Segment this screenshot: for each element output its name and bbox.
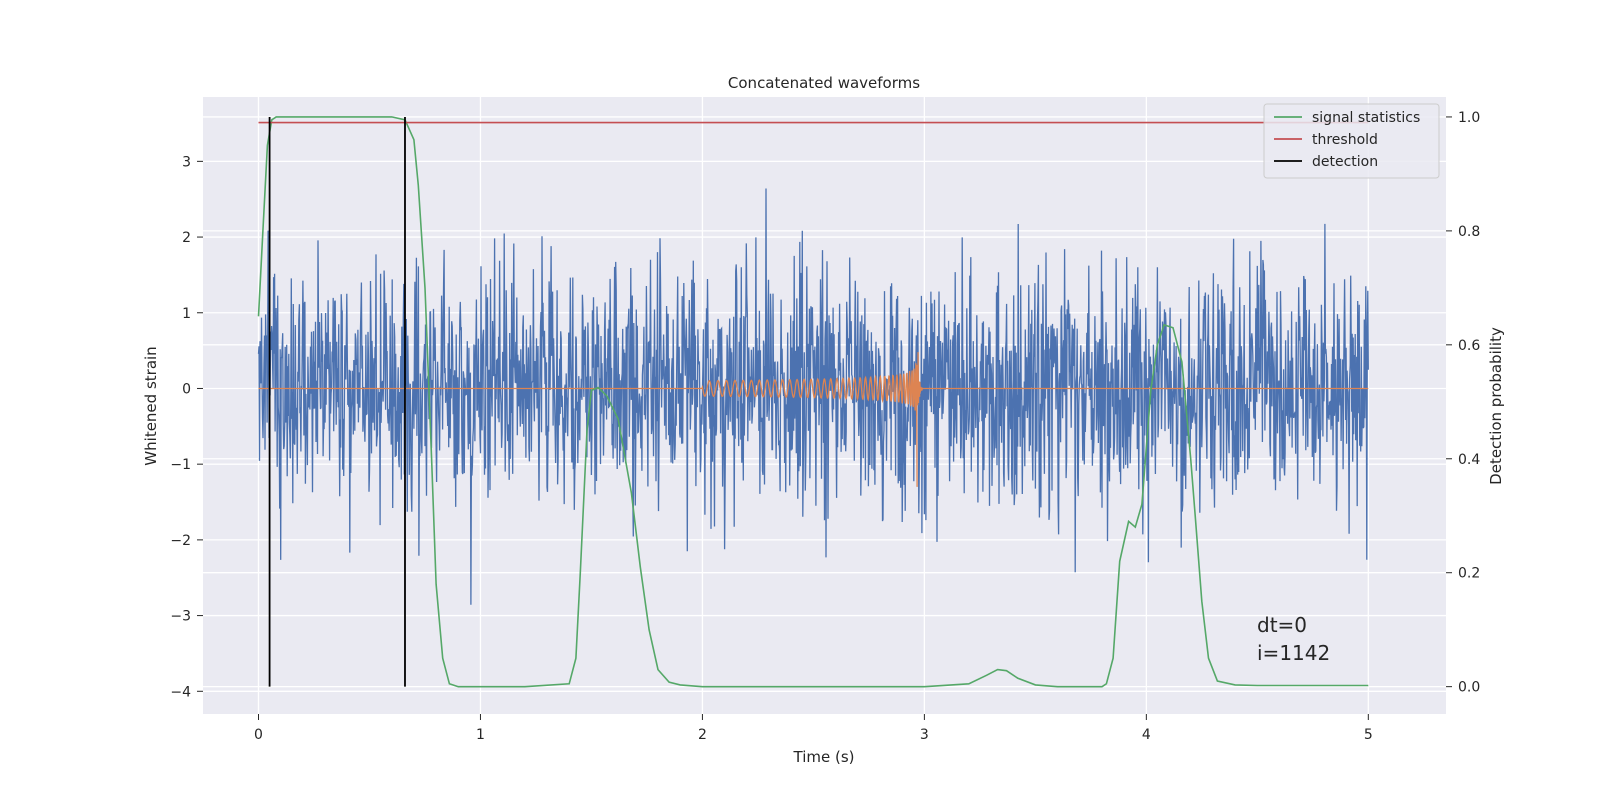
y-right-tick-label: 0.2 — [1458, 566, 1480, 582]
chart-title: Concatenated waveforms — [728, 74, 920, 92]
y-right-tick-label: 0.0 — [1458, 680, 1480, 696]
x-tick-label: 5 — [1364, 727, 1373, 743]
series-layer — [257, 116, 1369, 688]
legend: signal statistics threshold detection — [1263, 103, 1440, 179]
x-tick-label: 1 — [476, 727, 485, 743]
x-axis-ticks: 0 1 2 3 4 5 — [254, 714, 1373, 743]
y-tick-label: 0 — [182, 381, 191, 397]
y-right-tick-label: 0.4 — [1458, 452, 1480, 468]
y-tick-label: −2 — [170, 533, 191, 549]
y-axis-title: Whitened strain — [142, 346, 160, 465]
y-right-tick-label: 0.6 — [1458, 338, 1480, 354]
right-axis-ticks: 0.0 0.2 0.4 0.6 0.8 1.0 — [1446, 110, 1480, 696]
legend-entry-label: threshold — [1312, 132, 1378, 148]
y-tick-label: −4 — [170, 684, 191, 700]
y-tick-label: 1 — [182, 306, 191, 322]
y-tick-label: −3 — [170, 609, 191, 625]
y-tick-label: 2 — [182, 230, 191, 246]
y-right-tick-label: 1.0 — [1458, 110, 1480, 126]
signal-statistics-line — [257, 116, 1369, 688]
chirp-series-line — [258, 352, 1369, 487]
annotation-dt: dt=0 — [1257, 613, 1307, 637]
y-tick-label: −1 — [170, 457, 191, 473]
x-axis-title: Time (s) — [793, 748, 855, 766]
y-right-axis-title: Detection probability — [1487, 327, 1505, 485]
legend-entry-label: signal statistics — [1312, 110, 1420, 126]
annotation-index: i=1142 — [1257, 641, 1330, 665]
left-axis-ticks: −4 −3 −2 −1 0 1 2 3 — [170, 154, 203, 700]
x-tick-label: 3 — [920, 727, 929, 743]
legend-box — [1263, 103, 1440, 179]
y-right-tick-label: 0.8 — [1458, 224, 1480, 240]
x-tick-label: 4 — [1142, 727, 1151, 743]
legend-entry-label: detection — [1312, 154, 1378, 170]
y-tick-label: 3 — [182, 154, 191, 170]
x-tick-label: 0 — [254, 727, 263, 743]
x-tick-label: 2 — [698, 727, 707, 743]
